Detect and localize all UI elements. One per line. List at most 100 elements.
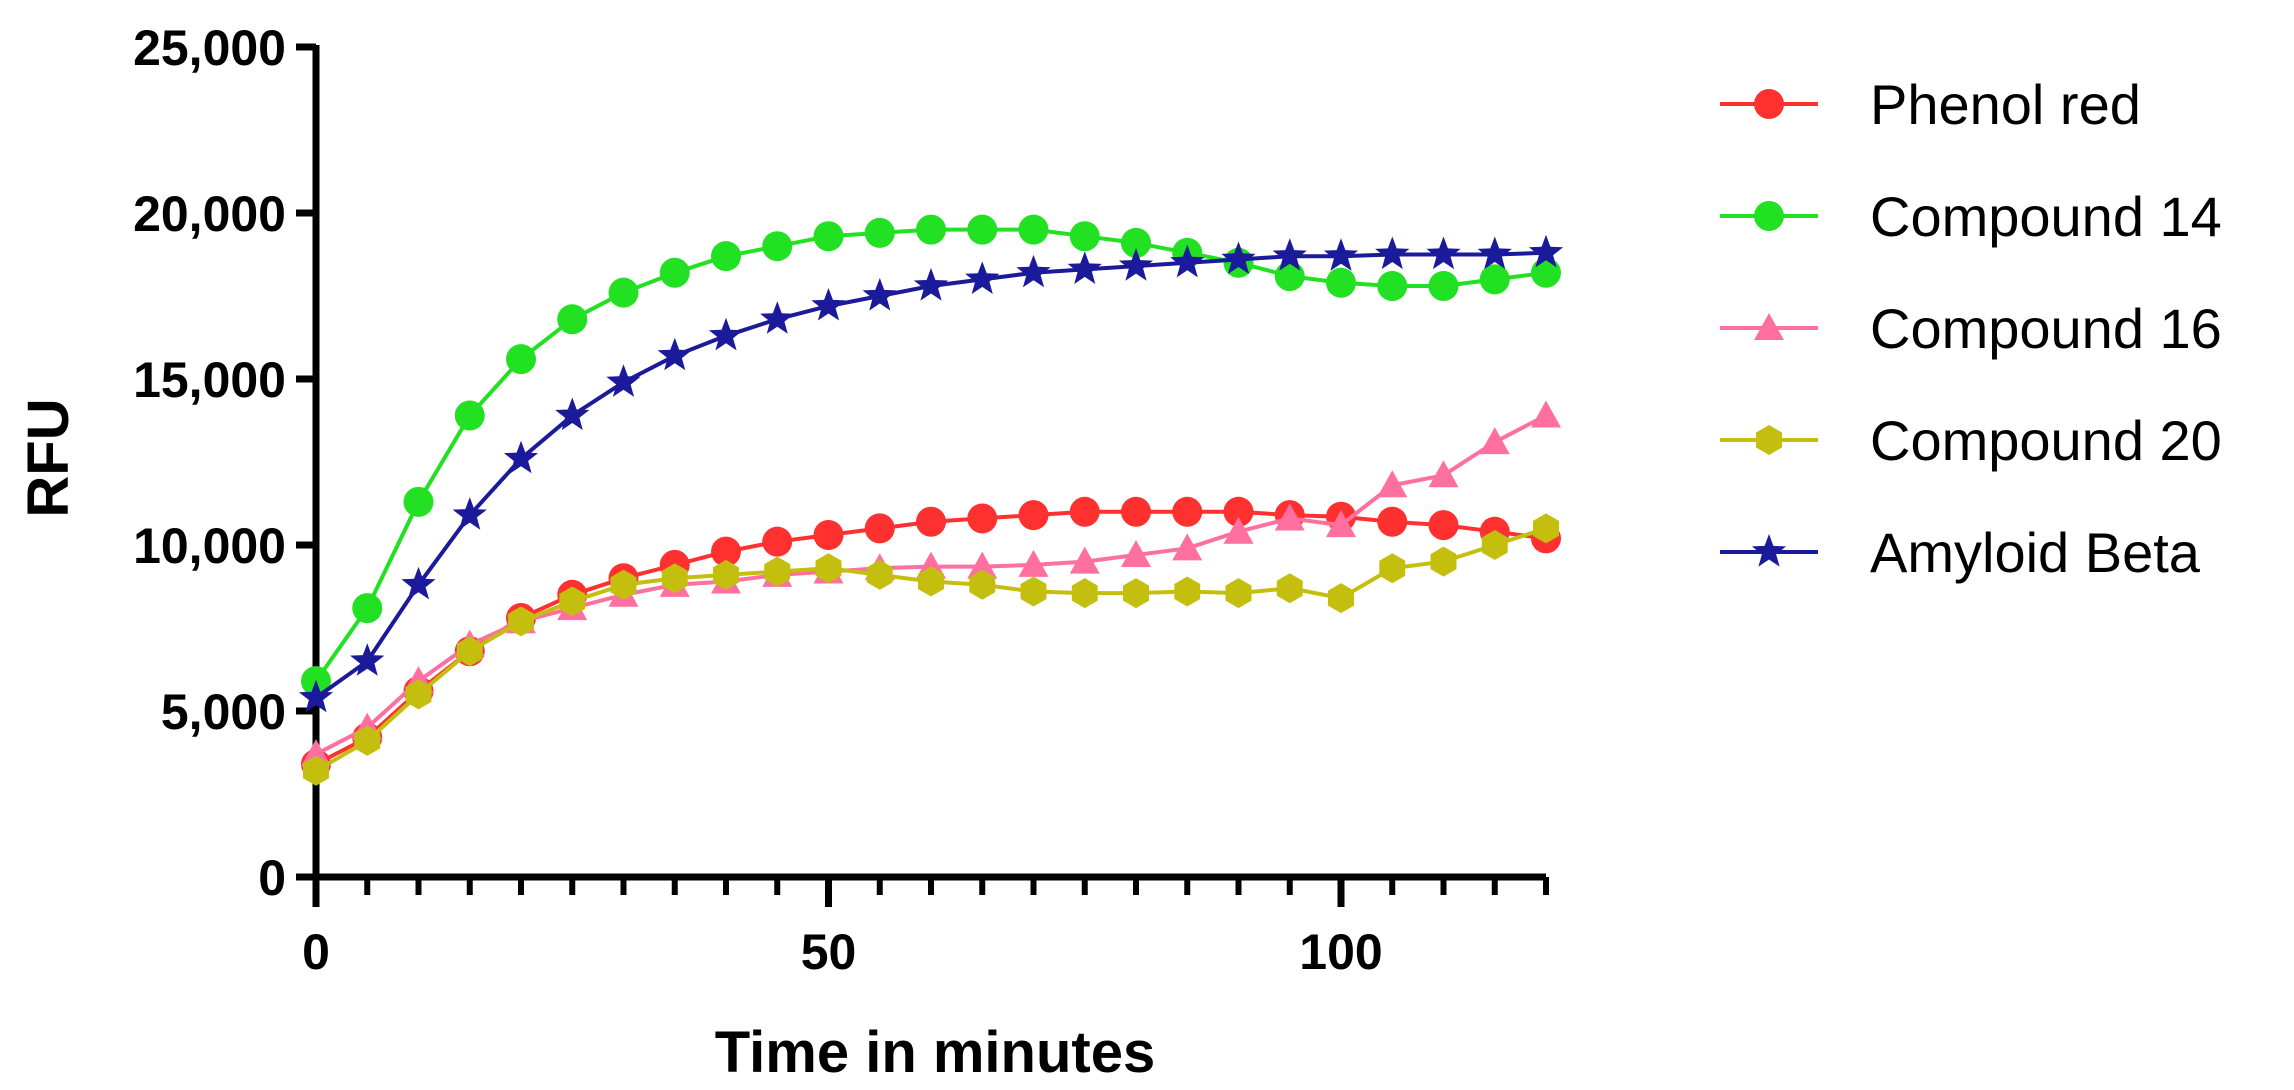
- data-point-compound-14: [608, 277, 639, 308]
- data-point-compound-20: [1481, 530, 1508, 560]
- data-point-compound-20: [1276, 573, 1303, 604]
- legend-item-phenol-red: Phenol red: [1720, 73, 2141, 136]
- data-point-compound-20: [713, 559, 739, 590]
- y-tick-label: 25,000: [133, 20, 286, 76]
- data-point-compound-20: [918, 566, 944, 597]
- data-point-compound-16: [1326, 510, 1356, 538]
- data-point-phenol-red: [864, 513, 895, 544]
- data-point-amyloid-beta: [760, 301, 795, 334]
- data-point-compound-16: [1223, 516, 1254, 544]
- data-point-amyloid-beta: [452, 497, 487, 530]
- legend-marker: [1754, 201, 1784, 231]
- data-point-compound-14: [1531, 257, 1561, 288]
- data-point-compound-14: [1274, 261, 1305, 292]
- data-point-compound-14: [454, 400, 485, 431]
- data-point-compound-14: [506, 344, 536, 375]
- data-point-compound-20: [610, 569, 637, 600]
- legend-label: Compound 20: [1870, 409, 2222, 472]
- data-point-amyloid-beta: [606, 364, 641, 397]
- data-point-compound-16: [1531, 400, 1561, 428]
- data-point-amyloid-beta: [811, 288, 846, 321]
- data-point-compound-20: [1379, 553, 1406, 584]
- data-point-amyloid-beta: [1221, 241, 1256, 274]
- series-line-compound-14: [314, 227, 1547, 683]
- data-point-compound-14: [1326, 267, 1356, 298]
- data-point-compound-14: [403, 486, 434, 517]
- data-point-amyloid-beta: [1375, 236, 1410, 270]
- data-point-amyloid-beta: [555, 397, 590, 431]
- data-point-compound-14: [1377, 271, 1408, 302]
- x-tick-label: 100: [1299, 924, 1382, 980]
- data-point-compound-16: [1428, 460, 1459, 488]
- y-tick-label: 10,000: [133, 518, 286, 574]
- data-point-compound-14: [711, 241, 741, 272]
- legend-label: Phenol red: [1870, 73, 2141, 136]
- data-point-compound-16: [1018, 549, 1049, 577]
- data-point-phenol-red: [1121, 496, 1151, 527]
- data-point-compound-20: [354, 725, 381, 756]
- data-point-amyloid-beta: [1477, 236, 1512, 270]
- data-point-compound-14: [813, 221, 844, 252]
- data-point-compound-16: [301, 739, 331, 767]
- data-point-compound-20: [764, 556, 791, 587]
- data-point-amyloid-beta: [1170, 244, 1205, 278]
- data-point-compound-14: [1069, 221, 1100, 252]
- data-point-amyloid-beta: [1067, 251, 1102, 284]
- data-point-compound-20: [1328, 583, 1354, 614]
- data-point-compound-20: [303, 755, 329, 786]
- data-point-phenol-red: [1428, 510, 1459, 541]
- data-point-compound-14: [916, 214, 946, 245]
- data-point-amyloid-beta: [1528, 234, 1564, 268]
- legend-marker: [1756, 425, 1782, 455]
- data-point-amyloid-beta: [1426, 236, 1461, 270]
- data-point-compound-20: [969, 569, 996, 600]
- y-tick-label: 15,000: [133, 352, 286, 408]
- data-point-compound-14: [1428, 271, 1459, 302]
- legend-item-compound-14: Compound 14: [1720, 185, 2222, 248]
- data-point-compound-20: [1174, 576, 1201, 607]
- x-tick-label: 0: [302, 924, 330, 980]
- data-point-compound-20: [1020, 576, 1047, 607]
- data-point-phenol-red: [1377, 506, 1408, 537]
- data-point-compound-16: [1377, 470, 1408, 498]
- data-point-compound-20: [1225, 578, 1252, 609]
- x-tick-label: 50: [801, 924, 857, 980]
- data-point-amyloid-beta: [1272, 238, 1307, 271]
- legend-marker: [1754, 313, 1784, 340]
- data-point-phenol-red: [1172, 496, 1203, 527]
- data-point-compound-16: [1069, 546, 1100, 574]
- legend-item-amyloid-beta: Amyloid Beta: [1720, 521, 2201, 584]
- data-point-compound-14: [352, 593, 383, 624]
- series-compound-20: [303, 513, 1559, 786]
- data-point-amyloid-beta: [298, 679, 334, 713]
- data-point-compound-14: [659, 257, 690, 288]
- data-point-compound-20: [815, 553, 842, 584]
- data-point-compound-14: [762, 231, 793, 262]
- y-tick-label: 5,000: [161, 684, 286, 740]
- data-point-compound-14: [864, 217, 895, 248]
- data-point-amyloid-beta: [965, 261, 1000, 294]
- legend-label: Compound 16: [1870, 297, 2222, 360]
- data-point-amyloid-beta: [862, 278, 897, 311]
- data-point-compound-20: [1123, 578, 1149, 609]
- data-point-amyloid-beta: [1118, 248, 1154, 281]
- y-axis-title: RFU: [16, 398, 81, 517]
- data-point-compound-16: [1121, 539, 1151, 567]
- y-tick-label: 0: [258, 850, 286, 906]
- data-point-compound-20: [1071, 578, 1098, 609]
- data-point-compound-20: [559, 586, 586, 617]
- data-point-compound-14: [1121, 227, 1151, 258]
- data-point-compound-20: [405, 679, 432, 710]
- data-point-compound-14: [1018, 214, 1049, 245]
- data-point-amyloid-beta: [913, 268, 949, 301]
- series-amyloid-beta: [298, 234, 1564, 713]
- data-point-amyloid-beta: [1323, 238, 1359, 271]
- data-point-compound-20: [456, 636, 483, 667]
- data-point-phenol-red: [916, 506, 946, 537]
- legend-label: Amyloid Beta: [1870, 521, 2201, 584]
- data-point-compound-20: [1430, 546, 1457, 577]
- data-point-compound-20: [866, 559, 893, 590]
- x-axis-title: Time in minutes: [715, 1020, 1155, 1085]
- data-point-amyloid-beta: [350, 643, 385, 676]
